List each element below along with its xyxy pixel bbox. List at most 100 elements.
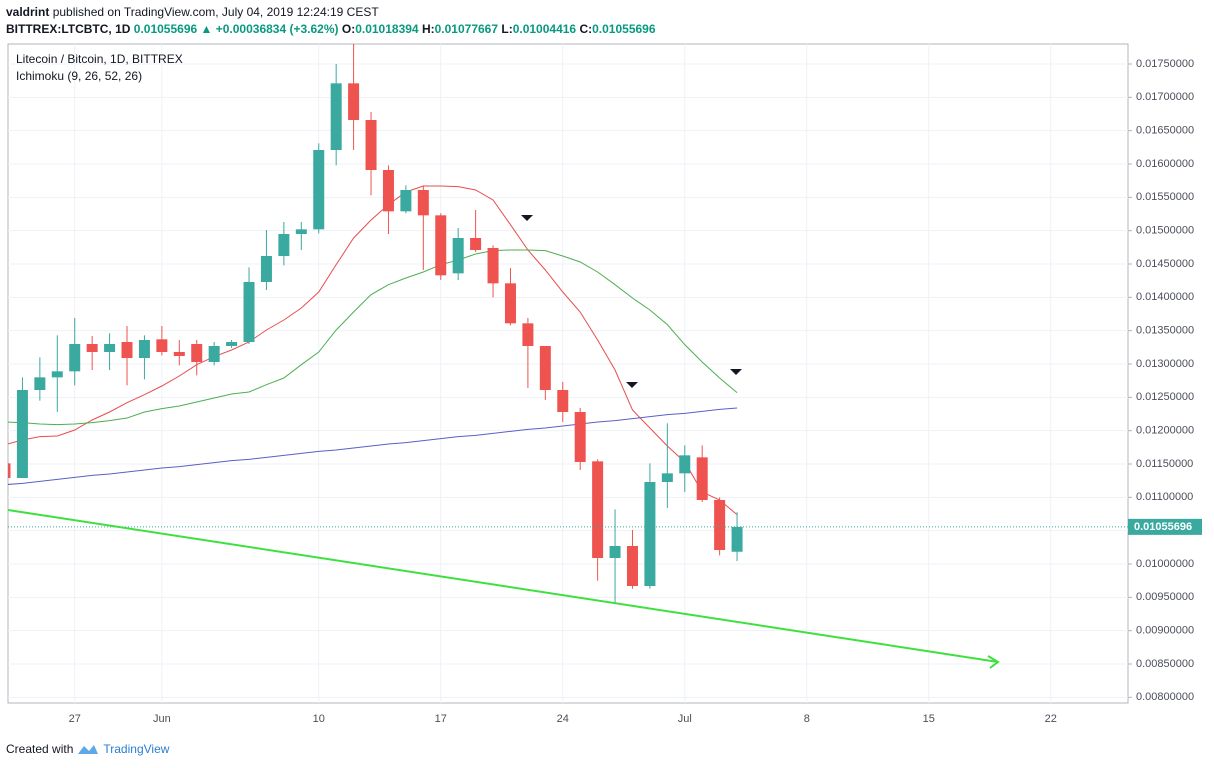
candle-body — [330, 83, 342, 150]
chart-subtitle: Ichimoku (9, 26, 52, 26) — [16, 69, 142, 83]
y-tick-label: 0.01200000 — [1136, 425, 1194, 437]
publish-line: valdrint published on TradingView.com, J… — [6, 5, 379, 19]
candle-body — [609, 546, 621, 558]
candle-body — [696, 457, 708, 500]
publisher: valdrint — [6, 5, 50, 19]
trend-arrow — [987, 655, 1000, 669]
candle-body — [69, 344, 81, 372]
candle-body — [452, 238, 464, 274]
candle-body — [661, 473, 673, 482]
candle-body — [539, 346, 551, 390]
candle-body — [226, 342, 238, 346]
candle-body — [365, 120, 377, 170]
x-tick-label: 24 — [557, 713, 569, 725]
candle-body — [417, 190, 429, 216]
candle-body — [557, 390, 569, 412]
symbol-line: BITTREX:LTCBTC, 1D 0.01055696 ▲ +0.00036… — [6, 22, 656, 36]
y-tick-label: 0.01400000 — [1136, 291, 1194, 303]
y-tick-label: 0.00850000 — [1136, 658, 1194, 670]
candle-body — [313, 150, 325, 230]
indicator-line — [8, 407, 738, 485]
plot-frame — [7, 43, 1129, 704]
candle-body — [679, 455, 691, 474]
candle-body — [382, 170, 394, 212]
candle-body — [260, 256, 272, 282]
o-label: O: — [341, 22, 356, 36]
y-tick-label: 0.01300000 — [1136, 358, 1194, 370]
y-tick-label: 0.00950000 — [1136, 591, 1194, 603]
candle-body — [8, 463, 11, 478]
candle-body — [731, 526, 743, 552]
x-tick-label: 27 — [69, 713, 81, 725]
o-value: 0.01018394 — [355, 22, 419, 36]
candle-body — [191, 344, 203, 362]
x-tick-label: 8 — [804, 713, 810, 725]
y-tick-label: 0.01100000 — [1136, 491, 1193, 503]
x-tick-label: 15 — [923, 713, 935, 725]
y-tick-label: 0.01650000 — [1136, 125, 1194, 137]
indicator-line — [8, 249, 738, 426]
y-tick-label: 0.01350000 — [1136, 325, 1194, 337]
candle-body — [435, 215, 447, 276]
axes: 0.00800000 0.00850000 0.00900000 0.00950000… — [69, 58, 1202, 725]
c-label: C: — [579, 22, 593, 36]
y-tick-label: 0.01450000 — [1136, 258, 1194, 270]
marker — [626, 382, 638, 388]
candle-body — [592, 461, 604, 558]
candle-body — [470, 238, 482, 250]
candle-body — [714, 500, 726, 550]
candle-body — [208, 346, 220, 362]
h-value: 0.01077667 — [434, 22, 499, 36]
y-tick-label: 0.00800000 — [1136, 691, 1194, 703]
created: Created with — [6, 742, 74, 756]
plot — [8, 44, 1128, 603]
published: published on TradingView.com, July 04, 2… — [52, 5, 379, 19]
x-tick-label: 10 — [313, 713, 325, 725]
l-value: 0.01004416 — [512, 22, 577, 36]
y-tick-label: 0.01600000 — [1136, 158, 1194, 170]
candle-body — [104, 344, 116, 352]
x-tick-label: 17 — [435, 713, 447, 725]
candle-body — [278, 234, 290, 256]
y-tick-label: 0.01250000 — [1136, 391, 1194, 403]
y-tick-label: 0.01550000 — [1136, 191, 1194, 203]
marker — [730, 369, 742, 375]
y-tick-label: 0.01700000 — [1136, 91, 1194, 103]
candle-body — [16, 390, 28, 478]
candle-body — [644, 482, 656, 586]
candle-body — [34, 377, 46, 390]
candle-body — [348, 83, 360, 120]
logo — [78, 745, 99, 754]
brand: TradingView — [103, 742, 170, 756]
candle-body — [173, 352, 185, 356]
last: 0.01055696 — [133, 22, 198, 36]
x-tick-label: Jul — [678, 713, 692, 725]
footer: Created with TradingView — [6, 742, 169, 756]
price-label: 0.01055696 — [1134, 521, 1192, 533]
symbol: BITTREX:LTCBTC, 1D — [6, 22, 131, 36]
y-tick-label: 0.00900000 — [1136, 625, 1194, 637]
candle-body — [574, 412, 586, 462]
candle-body — [400, 190, 412, 212]
candle-body — [156, 339, 168, 352]
grid — [8, 44, 1128, 703]
candle-body — [121, 342, 133, 358]
x-tick-label: Jun — [153, 713, 171, 725]
candle-body — [626, 546, 638, 586]
c-value: 0.01055696 — [592, 22, 656, 36]
y-tick-label: 0.01750000 — [1136, 58, 1194, 70]
marker — [521, 215, 533, 221]
candle-body — [522, 323, 534, 346]
candle-body — [51, 371, 63, 378]
price-badge — [1128, 518, 1202, 535]
l-label: L: — [501, 22, 513, 36]
change: ▲ +0.00036834 (+3.62%) — [200, 22, 339, 36]
y-tick-label: 0.01000000 — [1136, 558, 1194, 570]
candle-body — [138, 340, 150, 358]
x-tick-label: 22 — [1045, 713, 1057, 725]
h-label: H: — [421, 22, 435, 36]
indicator-line — [8, 185, 738, 516]
y-tick-label: 0.01150000 — [1136, 458, 1193, 470]
